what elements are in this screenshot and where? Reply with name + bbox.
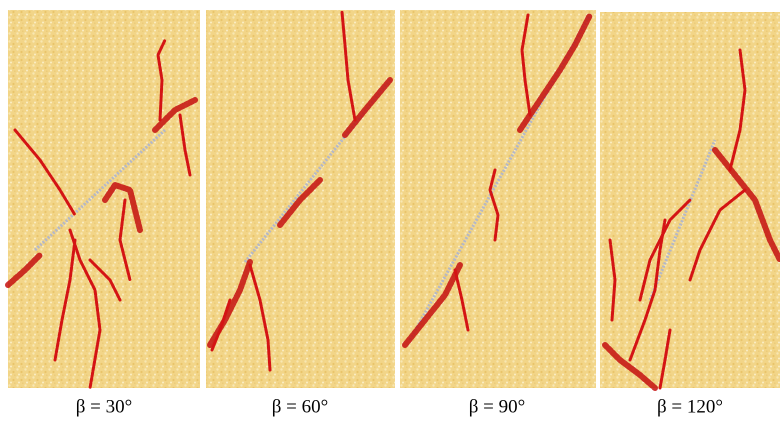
flaw bbox=[648, 139, 717, 301]
crack bbox=[53, 238, 77, 362]
crack bbox=[340, 10, 357, 122]
crack bbox=[608, 238, 617, 322]
crack bbox=[5, 252, 43, 288]
crack bbox=[118, 198, 132, 282]
crack bbox=[453, 268, 470, 332]
panel-label: β = 90° bbox=[469, 396, 525, 417]
panel-2 bbox=[206, 10, 395, 388]
crack bbox=[88, 258, 122, 302]
crack bbox=[638, 198, 692, 302]
panel-4 bbox=[600, 12, 780, 391]
crack bbox=[68, 228, 102, 390]
panel-1 bbox=[5, 10, 200, 390]
crack bbox=[488, 168, 500, 242]
crack bbox=[342, 77, 393, 138]
crack bbox=[517, 12, 593, 133]
panel-3 bbox=[400, 10, 596, 388]
crack bbox=[156, 38, 167, 122]
specimen bbox=[400, 10, 596, 388]
crack bbox=[210, 298, 232, 352]
flaw bbox=[33, 128, 167, 252]
crack bbox=[178, 113, 192, 177]
crack bbox=[712, 147, 780, 263]
panel-label: β = 30° bbox=[76, 396, 132, 417]
panel-label: β = 60° bbox=[272, 396, 328, 417]
crack bbox=[520, 13, 532, 117]
crack bbox=[688, 188, 747, 282]
crack bbox=[658, 328, 672, 390]
crack bbox=[402, 262, 463, 348]
crack bbox=[277, 177, 323, 228]
crack bbox=[102, 181, 143, 233]
crack bbox=[602, 342, 658, 391]
panel-label: β = 120° bbox=[657, 396, 723, 417]
crack bbox=[248, 263, 272, 372]
crack bbox=[728, 48, 747, 172]
crack bbox=[13, 128, 77, 217]
crack bbox=[152, 97, 198, 133]
